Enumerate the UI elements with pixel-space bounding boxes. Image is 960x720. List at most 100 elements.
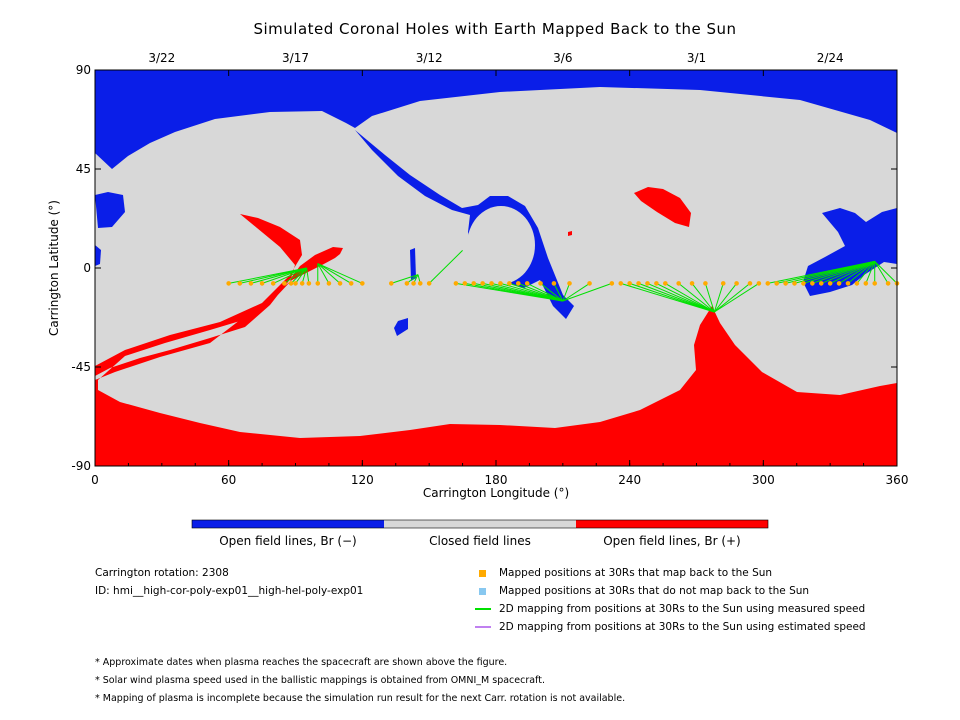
mapping-line [838, 260, 875, 284]
negative-open-region-west [95, 245, 101, 266]
mapped-point [270, 281, 276, 286]
mapped-point [854, 281, 860, 286]
mapped-point [663, 281, 668, 286]
y-tick-label: 45 [76, 162, 91, 176]
mapped-point [885, 281, 891, 286]
mapped-point [348, 281, 354, 286]
date-tick-label: 3/6 [553, 51, 572, 65]
mapped-point [845, 281, 851, 286]
mapping-line [306, 267, 310, 284]
mapped-point [453, 281, 459, 286]
x-tick-labels: 0 60 120 180 240 300 360 [91, 473, 908, 487]
x-tick-label: 300 [752, 473, 775, 487]
mapped-point [293, 281, 298, 286]
mapped-point [515, 281, 521, 286]
date-tick-label: 3/22 [148, 51, 175, 65]
date-tick-label: 3/1 [687, 51, 706, 65]
mapped-point [288, 281, 294, 286]
y-tick-labels: 90 45 0 -45 -90 [71, 63, 91, 473]
colorbar-closed [384, 520, 576, 528]
colorbar-label-closed: Closed field lines [429, 534, 531, 548]
mapped-point [792, 281, 797, 286]
mapped-point [259, 281, 265, 286]
mapping-line [865, 261, 876, 284]
mapped-point [417, 281, 423, 286]
mapping-line [847, 261, 876, 284]
x-tick-label: 180 [485, 473, 508, 487]
mapping-line [713, 283, 737, 313]
y-tick-label: 90 [76, 63, 91, 77]
mapping-line [562, 282, 590, 302]
carrington-rotation: Carrington rotation: 2308 [95, 567, 229, 579]
mapped-point [404, 281, 410, 286]
mapping-line [874, 261, 889, 284]
negative-open-region-small [410, 248, 416, 281]
mapped-point [703, 281, 708, 286]
mapping-line [553, 283, 564, 302]
legend-marker [475, 608, 491, 610]
mapped-point [299, 281, 305, 286]
x-tick-label: 240 [618, 473, 641, 487]
legend-label: Mapped positions at 30Rs that do not map… [499, 585, 810, 597]
mapping-line [317, 263, 363, 284]
mapped-points [226, 281, 900, 286]
mapped-point [489, 281, 494, 286]
colorbar-label-positive: Open field lines, Br (+) [603, 534, 741, 548]
footnote: * Approximate dates when plasma reaches … [95, 657, 508, 668]
mapping-line [428, 250, 463, 284]
colorbar-negative [192, 520, 384, 528]
y-axis-label: Carrington Latitude (°) [47, 200, 61, 336]
legend-label: 2D mapping from positions at 30Rs to the… [499, 621, 866, 633]
y-tick-label: -45 [71, 360, 91, 374]
mapped-point [801, 281, 806, 286]
footnote: * Mapping of plasma is incomplete becaus… [95, 693, 626, 704]
mapping-line [317, 263, 341, 284]
mapping-line [691, 283, 715, 313]
legend-marker [475, 626, 491, 628]
mapping-line [261, 267, 307, 284]
mapped-point [765, 281, 771, 286]
mapping-line [678, 283, 715, 313]
x-tick-label: 120 [351, 473, 374, 487]
mapping-line [317, 263, 352, 284]
mapped-point [636, 281, 641, 286]
colorbar [191, 519, 769, 529]
y-tick-label: 0 [83, 261, 91, 275]
mapped-point [337, 281, 343, 286]
mapped-point [609, 281, 615, 286]
mapped-point [756, 281, 762, 286]
mapped-point [747, 281, 753, 286]
mapped-point [827, 281, 833, 286]
mapped-point [567, 281, 572, 286]
mapping-line [704, 283, 715, 313]
mapping-line [821, 260, 875, 284]
mapping-line [250, 267, 307, 284]
x-tick-label: 0 [91, 473, 99, 487]
mapped-point [326, 281, 332, 286]
y-tick-label: -90 [71, 459, 91, 473]
mapped-point [872, 281, 878, 286]
mapped-point [587, 281, 592, 286]
mapped-point [538, 281, 543, 286]
mapped-point [689, 281, 695, 286]
footnote: * Solar wind plasma speed used in the ba… [95, 675, 545, 686]
mapped-point [836, 281, 842, 286]
mapped-point [480, 281, 485, 286]
mapped-point [282, 281, 287, 286]
mapped-point [524, 281, 530, 286]
mapped-point [774, 281, 779, 286]
mapped-point [618, 281, 624, 286]
x-axis-label: Carrington Longitude (°) [423, 486, 569, 500]
legend-item: Mapped positions at 30Rs that map back t… [479, 567, 772, 579]
axis-ticks [94, 69, 898, 467]
date-tick-labels: 3/22 3/17 3/12 3/6 3/1 2/24 [148, 51, 843, 65]
mapping-line [526, 282, 564, 302]
mapped-point [315, 281, 321, 286]
mapped-point [306, 281, 312, 286]
mapped-point [237, 281, 243, 286]
mapping-line [713, 283, 724, 313]
mapped-point [863, 281, 869, 286]
mapped-point [471, 281, 477, 286]
mapped-point [226, 281, 231, 286]
